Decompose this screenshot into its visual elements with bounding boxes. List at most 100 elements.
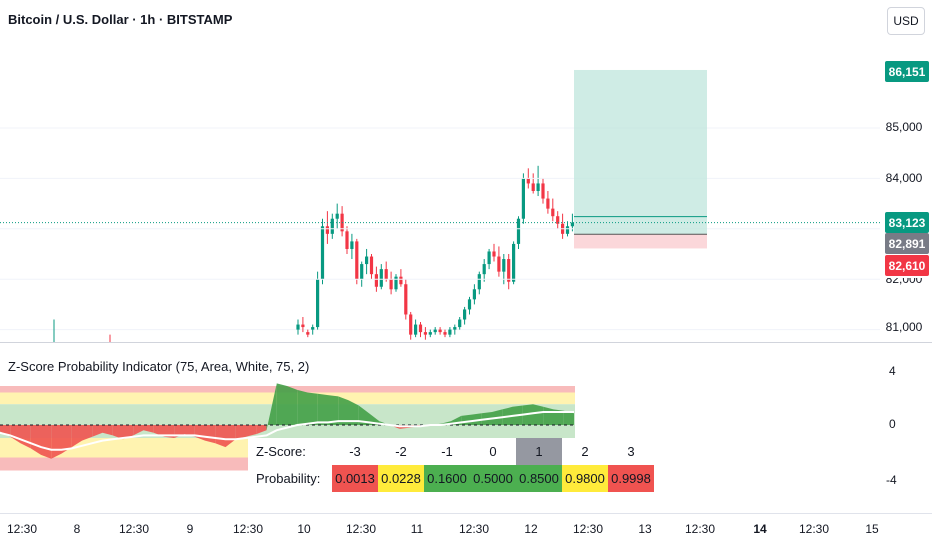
zscore-area-segment [338,396,349,425]
candle-body [467,299,472,310]
candle-body [565,226,570,234]
candle [301,317,305,333]
candle [551,198,555,222]
symbol-title[interactable]: Bitcoin / U.S. Dollar · 1h · BITSTAMP [8,12,233,27]
price-chart[interactable] [0,40,932,342]
zscore-area-segment [246,425,257,437]
candle-body [418,324,423,333]
candle [365,248,369,275]
candle [453,324,457,335]
candle [335,203,339,229]
candle-body [531,183,535,191]
zscore-area-segment [205,425,216,444]
candle-body [365,256,369,265]
candle [507,254,511,290]
zscore-table: Z-Score: -3 -2 -1 0 1 2 3 Probability: 0… [248,438,654,492]
zscore-area-segment [112,425,123,440]
candle [443,329,447,338]
time-axis-label: 12:30 [6,522,38,536]
candle [306,329,310,338]
candle [316,271,320,330]
candle [369,254,374,280]
zscore-area-segment [71,425,82,448]
time-axis-label: 12:30 [572,522,604,536]
zscore-area-segment [287,386,298,425]
zscore-area-segment [317,393,328,425]
candle [531,173,535,194]
candle-body [536,183,540,191]
zscore-cell: -2 [395,444,407,459]
indicator-axis-label: 4 [889,364,896,378]
zscore-area-segment [133,425,144,436]
candle [512,241,516,285]
candle-body [369,256,374,275]
candle [502,254,506,285]
probability-row: Probability: 0.0013 0.0228 0.1600 0.5000… [248,465,654,492]
candle-body [477,274,481,290]
price-axis-label: 85,000 [885,120,923,134]
candle-body [399,276,403,285]
candle [350,233,354,260]
candle [340,206,344,237]
candle [418,322,423,338]
indicator-axis-label: -4 [886,473,897,487]
zscore-cell: -1 [441,444,453,459]
currency-button[interactable]: USD [887,7,925,35]
zscore-area-segment [297,389,308,425]
probability-cell: 0.1600 [424,465,470,492]
zscore-area-segment [92,425,103,437]
candle-body [497,256,501,272]
candle-body [355,241,359,280]
probability-row-label: Probability: [256,471,321,486]
zscore-area-segment [143,425,154,433]
candle [477,271,481,295]
zscore-cell: 2 [581,444,589,459]
candle-body [330,218,334,234]
zscore-area-segment [235,425,246,440]
zscore-area-segment [256,425,267,435]
candle-body [507,259,511,282]
candle [330,213,334,239]
candle-body [443,332,447,335]
time-axis-label: 12 [524,522,538,536]
zscore-area-segment [307,392,318,425]
zscore-area-segment [30,425,41,455]
target-price-badge: 86,151 [885,61,929,82]
candle [433,327,437,335]
candle [556,211,560,229]
zscore-area-segment [533,404,544,425]
candle [482,259,486,282]
candle [428,329,432,338]
price-axis-label: 81,000 [885,320,923,334]
candle-body [448,329,452,335]
candle [448,327,452,338]
price-axis-label: 84,000 [885,171,923,185]
zscore-area-segment [276,383,287,425]
indicator-title[interactable]: Z-Score Probability Indicator (75, Area,… [8,359,310,374]
probability-cell: 0.9998 [608,465,654,492]
candle [472,284,476,305]
candle [467,296,472,315]
candle-body [551,208,555,217]
zscore-cell: 3 [627,444,635,459]
candle-body [404,284,408,315]
candle-body [311,327,315,330]
candle [379,264,383,290]
zscore-area-segment [123,425,134,440]
candle [458,317,462,330]
zscore-area-segment [543,406,554,425]
candle [384,261,388,282]
time-axis-label: 11 [410,522,424,536]
candle [404,279,408,320]
pane-divider[interactable] [0,342,932,343]
candle-body [296,324,300,330]
candle-body [433,329,437,333]
zscore-area-segment [461,414,472,425]
candle-body [374,274,378,287]
candle [438,327,442,335]
candle-body [438,329,442,333]
probability-cell: 0.5000 [470,465,516,492]
candle [516,216,521,249]
zscore-area-segment [215,425,226,448]
indicator-axis-label: 0 [889,417,896,431]
